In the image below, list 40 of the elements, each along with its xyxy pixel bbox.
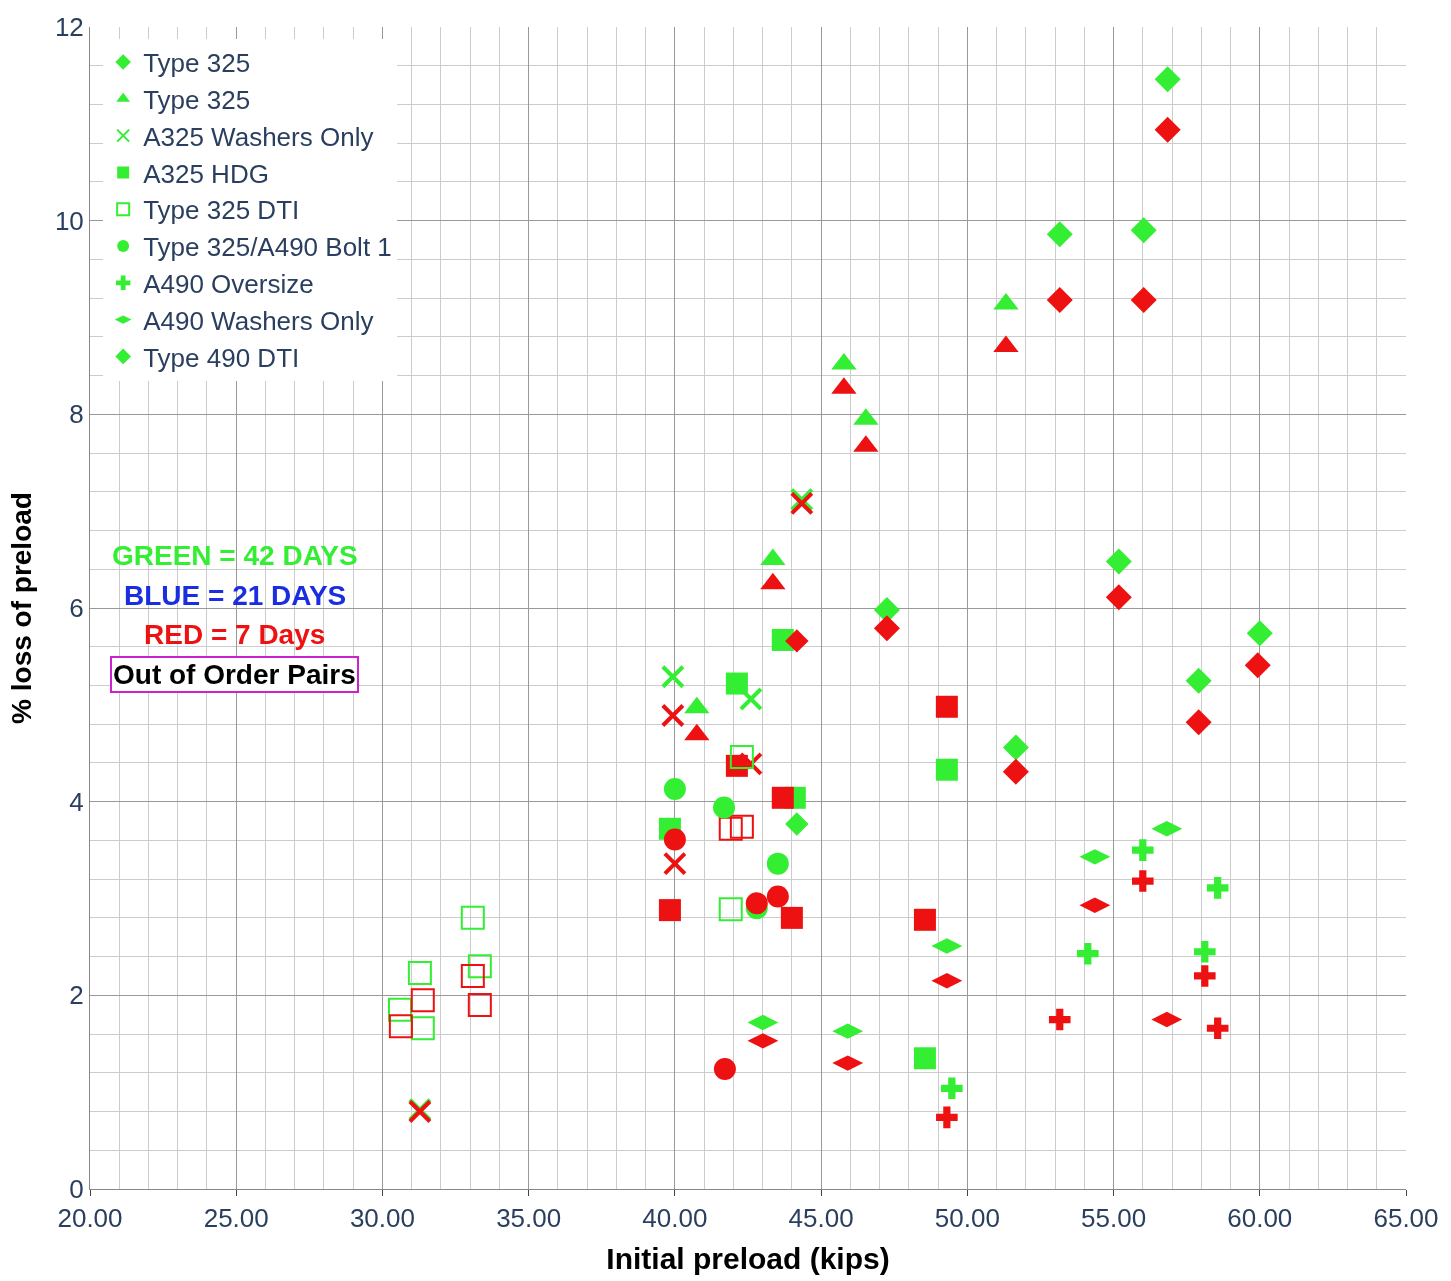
y-tick-label: 12 [54,12,84,43]
x-tick-label: 30.00 [349,1203,415,1234]
y-tick-label: 2 [69,980,84,1011]
legend-label: Type 325 [143,84,251,115]
y-tick-label: 8 [69,399,84,430]
x-tick-label: 25.00 [203,1203,269,1234]
x-tick-label: 65.00 [1373,1203,1439,1234]
point [460,905,485,930]
y-tick-label: 6 [69,593,84,624]
point [387,997,412,1022]
x-tick-label: 50.00 [934,1203,1000,1234]
x-tick-label: 55.00 [1081,1203,1147,1234]
x-tick-label: 45.00 [788,1203,854,1234]
annotation: RED = 7 Days [144,619,326,650]
point [407,961,432,986]
y-tick-label: 0 [69,1174,84,1205]
legend-label: Type 490 DTI [143,342,300,373]
point [729,745,754,770]
y-tick-label: 10 [54,205,84,236]
x-tick-label: 60.00 [1227,1203,1293,1234]
legend-label: Type 325/A490 Bolt 1 [143,232,392,263]
legend-label: A490 Oversize [143,268,314,299]
point [718,897,743,922]
y-tick-label: 4 [69,786,84,817]
legend-label: A325 HDG [143,158,269,189]
x-tick-label: 20.00 [57,1203,123,1234]
annotation: Out of Order Pairs [113,659,356,690]
x-tick-label: 40.00 [642,1203,708,1234]
legend-label: A490 Washers Only [143,305,374,336]
x-tick-label: 35.00 [496,1203,562,1234]
x-axis-title: Initial preload (kips) [606,1241,890,1275]
annotation: BLUE = 21 DAYS [124,580,347,611]
point [467,954,492,979]
legend-label: Type 325 DTI [143,195,300,226]
legend-label: Type 325 [143,48,251,79]
legend-label: A325 Washers Only [143,121,374,152]
point [660,703,685,728]
annotation: GREEN = 42 DAYS [112,540,358,571]
point [662,851,687,876]
y-axis-title: % loss of preload [5,492,37,724]
